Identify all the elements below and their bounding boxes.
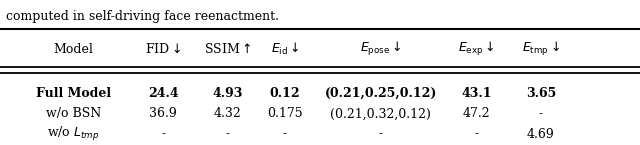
Text: $E_{\mathrm{id}}$$\downarrow$: $E_{\mathrm{id}}$$\downarrow$ [271, 41, 299, 57]
Text: -: - [475, 128, 479, 141]
Text: (0.21,0.25,0.12): (0.21,0.25,0.12) [324, 87, 437, 100]
Text: 36.9: 36.9 [149, 107, 177, 120]
Text: 43.1: 43.1 [461, 87, 492, 100]
Text: 4.69: 4.69 [527, 128, 555, 141]
Text: $E_{\mathrm{tmp}}$$\downarrow$: $E_{\mathrm{tmp}}$$\downarrow$ [522, 40, 560, 58]
Text: 24.4: 24.4 [148, 87, 179, 100]
Text: FID$\downarrow$: FID$\downarrow$ [145, 42, 181, 56]
Text: 4.93: 4.93 [212, 87, 243, 100]
Text: -: - [379, 128, 383, 141]
Text: Model: Model [54, 43, 93, 56]
Text: w/o $L_{tmp}$: w/o $L_{tmp}$ [47, 125, 100, 143]
Text: 3.65: 3.65 [525, 87, 556, 100]
Text: -: - [161, 128, 165, 141]
Text: -: - [225, 128, 229, 141]
Text: SSIM$\uparrow$: SSIM$\uparrow$ [204, 42, 251, 56]
Text: $E_{\mathrm{pose}}$$\downarrow$: $E_{\mathrm{pose}}$$\downarrow$ [360, 40, 401, 58]
Text: computed in self-driving face reenactment.: computed in self-driving face reenactmen… [6, 10, 280, 23]
Text: 0.175: 0.175 [267, 107, 303, 120]
Text: Full Model: Full Model [36, 87, 111, 100]
Text: 47.2: 47.2 [463, 107, 491, 120]
Text: -: - [539, 107, 543, 120]
Text: (0.21,0.32,0.12): (0.21,0.32,0.12) [330, 107, 431, 120]
Text: 0.12: 0.12 [269, 87, 300, 100]
Text: w/o BSN: w/o BSN [46, 107, 101, 120]
Text: $E_{\mathrm{exp}}$$\downarrow$: $E_{\mathrm{exp}}$$\downarrow$ [458, 40, 495, 58]
Text: 4.32: 4.32 [213, 107, 241, 120]
Text: -: - [283, 128, 287, 141]
